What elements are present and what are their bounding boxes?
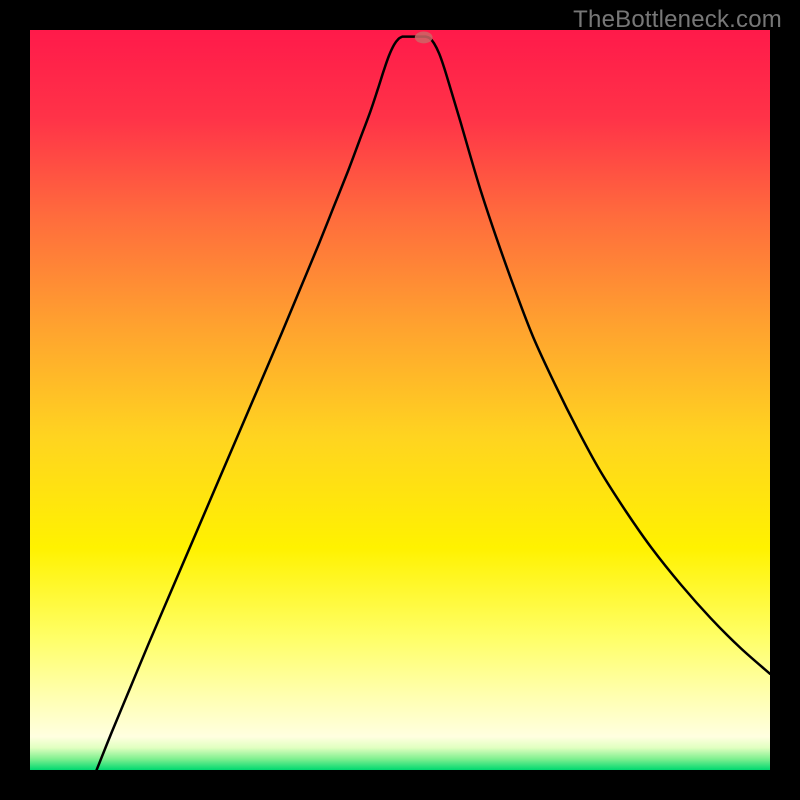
minimum-marker xyxy=(415,31,433,43)
chart-svg xyxy=(30,30,770,770)
plot-area xyxy=(30,30,770,770)
chart-frame: TheBottleneck.com xyxy=(0,0,800,800)
